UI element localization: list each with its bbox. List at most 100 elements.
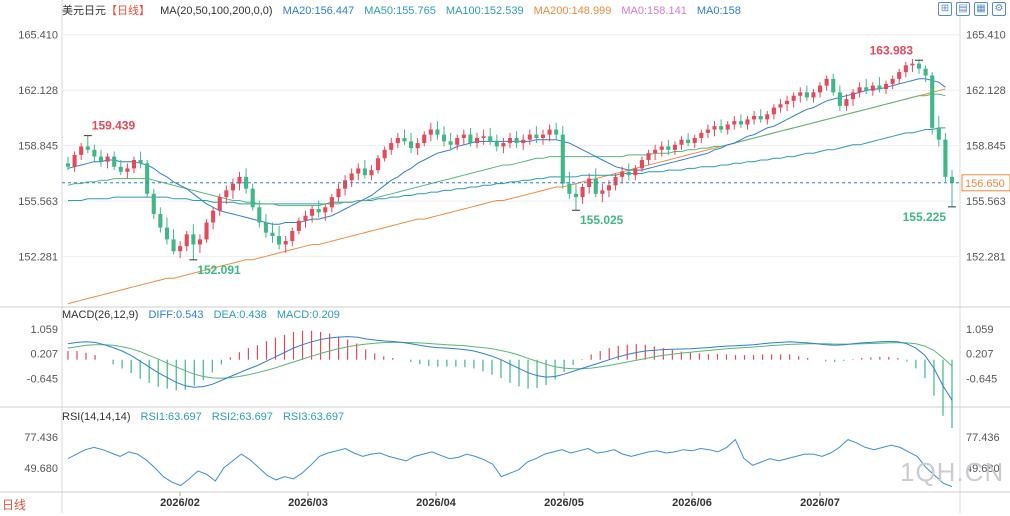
candle-body [877,85,882,89]
legend-rsi1: RSI1:63.697 [140,411,202,423]
candle-body [395,137,400,144]
candle-body [798,92,803,96]
candle-body [752,116,757,120]
time-tick-label: 2026/02 [160,497,200,509]
calendar-icon[interactable]: ▦ [974,2,988,16]
candle-body [250,188,255,208]
rsi-tick-right: 77.436 [966,432,1000,444]
time-tick-label: 2026/04 [416,497,457,509]
candle-body [923,68,928,76]
candle-body [547,129,552,135]
period-tag[interactable]: 日线 [2,498,27,512]
candle-body [336,188,341,198]
candle-body [263,222,268,233]
legend-period[interactable]: 【日线】 [106,5,150,17]
candle-body [296,220,301,231]
chart-type-icon[interactable]: ▤ [956,2,970,16]
legend-rsi-label[interactable]: RSI(14,14,14) [62,411,131,423]
dea-line [67,341,953,379]
candle-body [481,136,486,138]
price-tick-right: 165.410 [966,30,1006,42]
candle-body [191,234,196,245]
candle-body [514,137,519,144]
candle-body [283,241,288,245]
candle-body [540,134,546,138]
candle-body [758,116,763,120]
high-label: 163.983 [870,43,914,57]
candle-body [79,146,84,155]
legend-ma100: MA100:152.539 [445,5,524,17]
candle-body [870,85,875,91]
legend-macd: MACD:0.209 [276,309,340,321]
last-price-tag [961,174,1010,192]
candle-body [211,210,216,223]
candle-body [593,178,598,194]
candle-body [494,141,499,147]
candle-body [818,85,823,93]
candle-body [580,187,585,198]
candle-body [672,144,677,150]
settings-icon[interactable]: ⚙ [992,2,1006,16]
legend-ma0a: MA0:158.141 [621,5,687,17]
candle-body [244,176,249,189]
legend-macd-label[interactable]: MACD(26,12,9) [62,309,139,321]
last-price-label: 156.650 [965,178,1005,190]
candle-body [916,63,922,69]
candle-body [415,143,420,149]
legend-dea: DEA:0.438 [213,309,267,321]
candle-body [653,149,658,154]
candle-body [217,197,222,211]
candle-body [389,143,394,150]
candle-body [270,232,275,237]
legend-ma-label[interactable]: MA(20,50,100,200,0,0) [160,5,273,17]
price-tick-left: 152.281 [18,252,58,264]
price-tick-right: 152.281 [966,252,1006,264]
candle-body [92,149,97,157]
candle-body [600,190,605,194]
candle-body [468,134,473,144]
candle-body [316,208,321,213]
legend-ma0b: MA0:158 [696,5,741,17]
candle-body [158,214,163,228]
candle-body [903,65,908,73]
macd-tick-left: 0.207 [30,349,58,361]
candle-body [659,146,664,150]
candle-body [554,129,559,135]
candle-body [560,134,565,184]
candle-body [857,87,862,93]
candle-body [369,170,374,176]
candle-body [765,114,770,120]
low-label: 152.091 [197,263,241,277]
candle-body [646,153,651,160]
price-tick-left: 165.410 [18,30,58,42]
candle-body [224,190,229,198]
grid-icon[interactable]: ⊞ [938,2,952,16]
candle-body [178,246,183,252]
candle-body [507,137,513,144]
candle-body [587,178,592,188]
candle-body [949,176,955,183]
candle-body [573,193,579,198]
candle-body [118,166,123,172]
candle-body [725,124,730,130]
candle-body [778,104,783,108]
candle-body [666,146,671,150]
candle-body [699,132,704,138]
candle-body [435,129,440,135]
candle-body [290,230,295,242]
candle-body [534,134,539,138]
ma50-line [67,93,946,207]
candle-body [376,158,381,171]
candle-body [257,207,262,223]
candle-body [448,141,453,145]
candle-body [521,139,526,144]
candle-body [112,156,117,167]
legend-rsi3: RSI3:63.697 [282,411,345,423]
candle-body [719,126,724,130]
time-tick-label: 2026/05 [544,497,584,509]
candle-body [633,168,638,176]
candle-body [323,207,328,213]
ma20-line [67,78,946,225]
legend-rsi2: RSI2:63.697 [211,411,273,423]
toolbar: ⊞ ▤ ▦ ⚙ [938,2,1006,16]
